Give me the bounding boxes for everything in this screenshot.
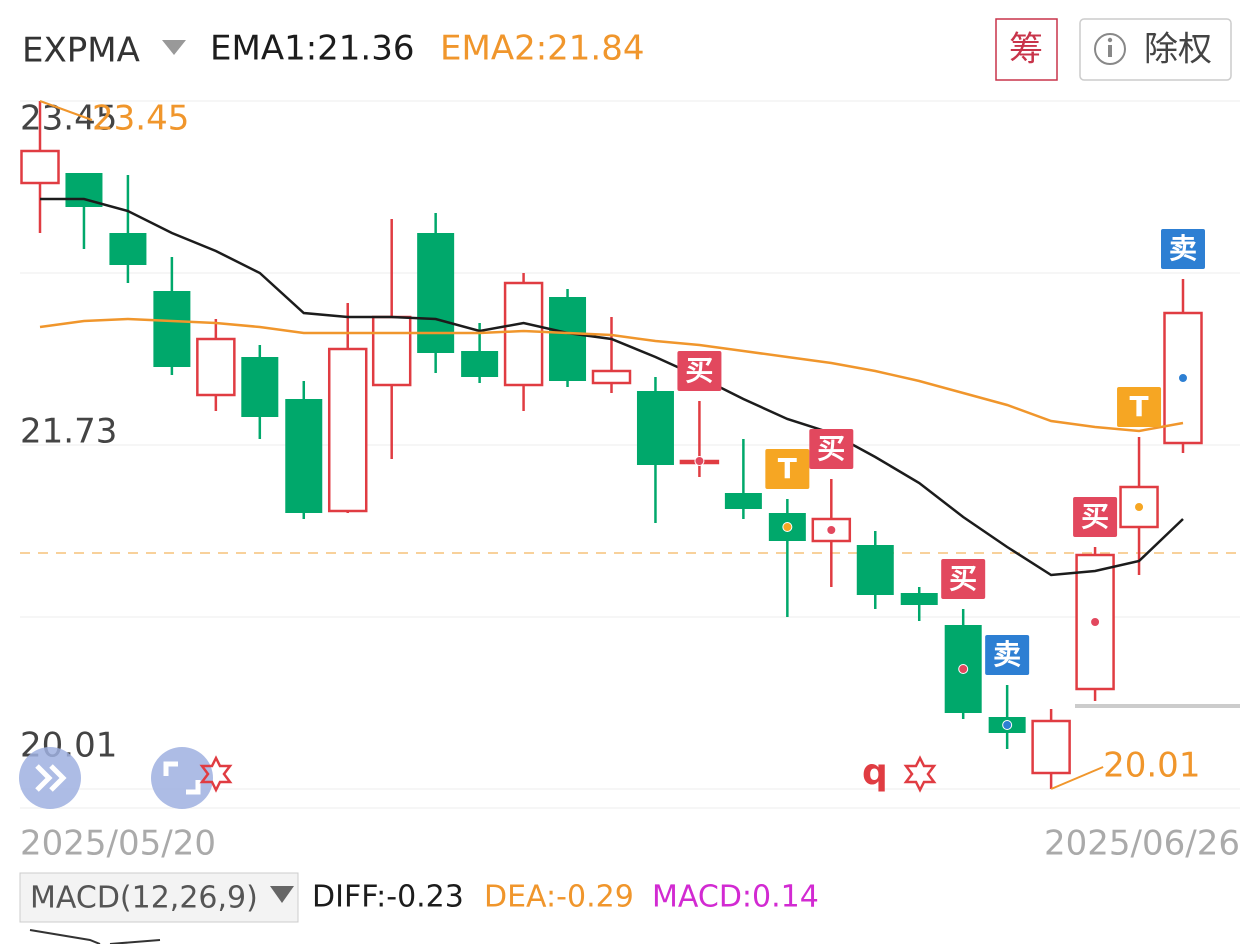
- annotation-leader: [39, 100, 93, 121]
- signal-dot: [958, 664, 969, 674]
- signal-label: 卖: [1169, 232, 1197, 265]
- signal-badge: [677, 351, 722, 391]
- plot-area: 买T买买卖买T卖23.4521.7320.0123.4520.012025/05…: [20, 99, 1240, 864]
- candle-body: [153, 291, 191, 367]
- legend-ema2: EMA2:21.84: [440, 29, 645, 69]
- candle-body: [327, 347, 368, 513]
- info-icon: [1094, 33, 1126, 65]
- star-icon: [903, 755, 937, 793]
- marker-text: q: [862, 752, 888, 793]
- candle-body: [109, 233, 147, 265]
- candle-body: [636, 391, 674, 465]
- candle-body: [503, 281, 544, 387]
- legend-ema1: EMA1:21.36: [210, 29, 415, 69]
- info-icon: [1107, 37, 1113, 43]
- expand-icon: [35, 764, 67, 792]
- ema-line: [39, 317, 1184, 433]
- candle-body: [591, 369, 632, 385]
- candle-body: [856, 545, 894, 595]
- signal-dot: [1134, 502, 1145, 512]
- dropdown-arrow[interactable]: [270, 886, 294, 903]
- candle-body: [461, 351, 499, 377]
- indicator-name[interactable]: EXPMA: [22, 31, 140, 71]
- signal-badge: [1117, 387, 1162, 427]
- x-tick-label: 2025/06/26: [1044, 824, 1240, 864]
- signal-badge: [1073, 497, 1118, 537]
- adjust-button-label[interactable]: 除权: [1144, 30, 1212, 70]
- signal-label: 买: [1081, 500, 1109, 533]
- macd-diff: DIFF:-0.23: [312, 880, 464, 915]
- macd-preview: [29, 929, 161, 944]
- signal-dot: [694, 456, 705, 466]
- candle-body: [1031, 719, 1071, 775]
- signal-label: T: [1129, 390, 1148, 423]
- macd-selector-label[interactable]: MACD(12,26,9): [30, 881, 258, 916]
- y-tick-label: 21.73: [20, 412, 117, 452]
- signal-dot: [782, 522, 793, 532]
- signal-badge: [765, 449, 810, 489]
- signal-label: 卖: [993, 638, 1021, 671]
- candle-body: [549, 297, 587, 381]
- candle-body: [20, 149, 60, 185]
- chip-button[interactable]: [995, 18, 1058, 81]
- chip-button-label[interactable]: 筹: [1009, 30, 1043, 70]
- signal-badge: [1161, 229, 1205, 269]
- ema-line: [40, 197, 1184, 577]
- fullscreen-icon: [163, 761, 201, 795]
- signal-dot: [1002, 720, 1013, 730]
- macd-selector[interactable]: [19, 872, 299, 923]
- signal-badge: [985, 635, 1030, 675]
- signal-dot: [1090, 617, 1101, 627]
- candle-body: [900, 593, 938, 605]
- signal-label: 买: [949, 562, 977, 595]
- macd-value: MACD:0.14: [652, 880, 819, 915]
- x-tick-label: 2025/05/20: [20, 824, 216, 864]
- y-tick-label: 23.45: [20, 99, 117, 139]
- candle-body: [724, 493, 762, 509]
- info-icon: [1108, 45, 1112, 57]
- signal-dot: [826, 525, 837, 535]
- annotation-label: 20.01: [1103, 746, 1200, 786]
- candle-body: [196, 337, 236, 397]
- signal-badge: [809, 429, 854, 469]
- candle-body: [241, 357, 279, 417]
- signal-label: T: [778, 452, 797, 485]
- candle-body: [371, 315, 412, 387]
- signal-dot: [1178, 373, 1188, 383]
- annotation-leader: [1050, 766, 1104, 790]
- star-icon: [199, 755, 233, 793]
- adjust-button[interactable]: [1079, 18, 1232, 81]
- macd-dea: DEA:-0.29: [484, 880, 634, 915]
- dropdown-arrow[interactable]: [162, 40, 186, 55]
- signal-label: 买: [817, 432, 845, 465]
- candle-body: [417, 233, 455, 353]
- signal-label: 买: [685, 354, 713, 387]
- candle-body: [285, 399, 323, 513]
- signal-badge: [941, 559, 986, 599]
- annotation-label: 23.45: [92, 99, 189, 139]
